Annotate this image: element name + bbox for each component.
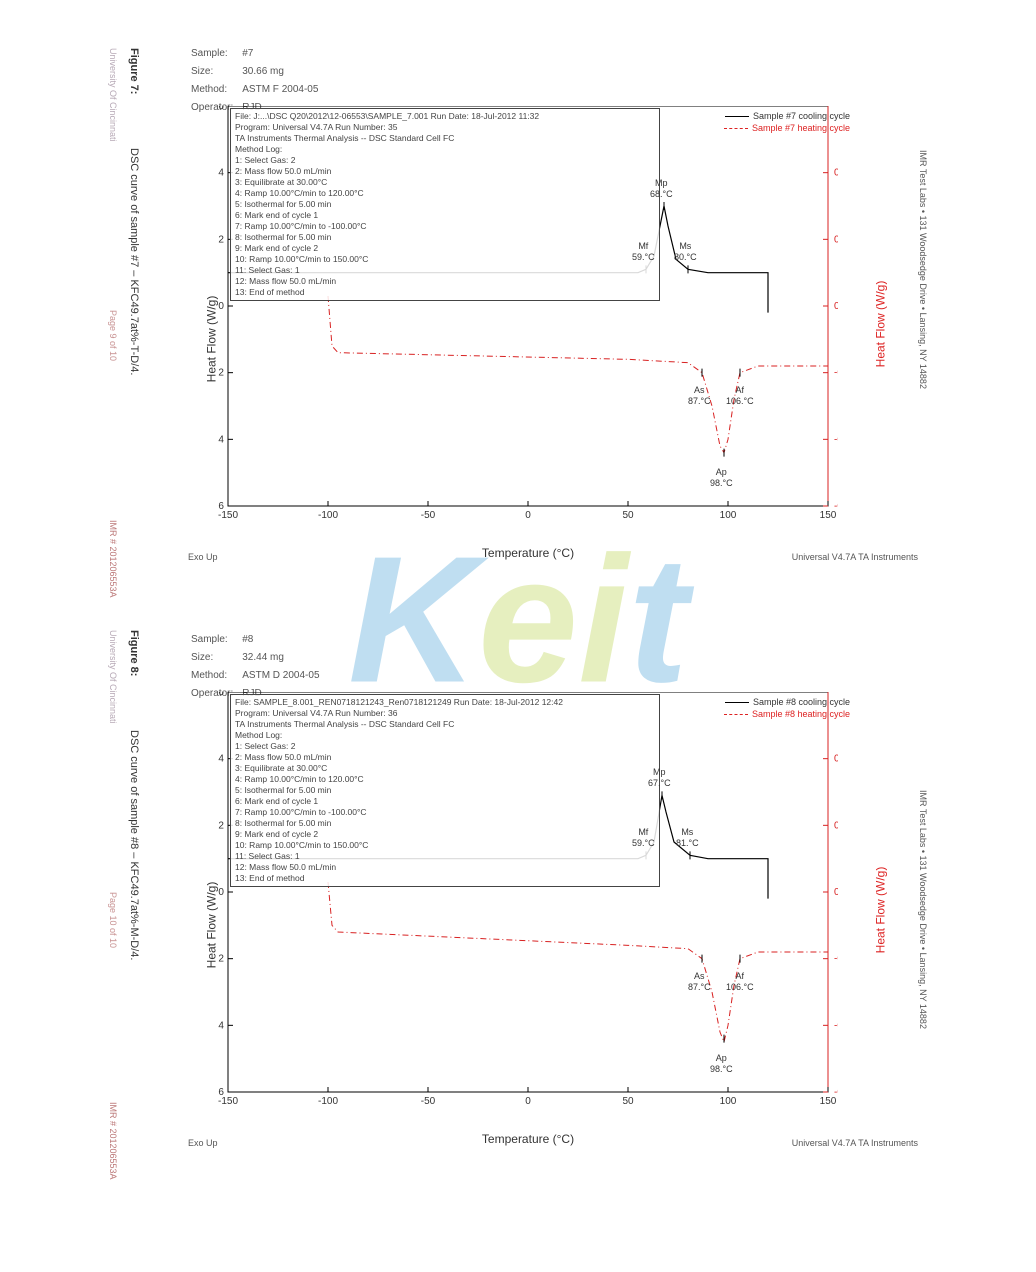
figure8-caption: DSC curve of sample #8 – KFC49.7at%-M-D/…: [128, 730, 140, 960]
page-7: Page 9 of 10: [108, 310, 118, 361]
annotation-Mf: Mf59.°C: [632, 827, 655, 849]
chart-7: -150-100-500501001500.60.40.20.0-0.2-0.4…: [218, 106, 838, 526]
exo-up-8: Exo Up: [188, 1138, 218, 1148]
svg-text:0.0: 0.0: [218, 887, 224, 898]
svg-text:100: 100: [720, 1096, 737, 1107]
annotation-Ap: Ap98.°C: [710, 467, 733, 489]
annotation-Ms: Ms80.°C: [674, 241, 697, 263]
svg-text:-100: -100: [318, 1096, 338, 1107]
y-label-right-8: Heat Flow (W/g): [874, 867, 888, 954]
svg-text:-50: -50: [421, 1096, 436, 1107]
svg-text:0.4: 0.4: [218, 168, 224, 179]
svg-text:-0.6: -0.6: [218, 501, 224, 512]
figure7-label: Figure 7:: [128, 48, 140, 94]
svg-text:0: 0: [525, 510, 531, 521]
svg-text:-0.2: -0.2: [218, 368, 224, 379]
svg-text:0.2: 0.2: [834, 820, 838, 831]
svg-text:0.4: 0.4: [834, 168, 838, 179]
svg-text:50: 50: [622, 1096, 634, 1107]
imr-right-8: IMR Test Labs • 131 Woodsedge Drive • La…: [918, 790, 928, 1029]
svg-text:-0.4: -0.4: [834, 1020, 838, 1031]
svg-text:-0.4: -0.4: [218, 434, 224, 445]
svg-text:-100: -100: [318, 510, 338, 521]
annotation-Mp: Mp67.°C: [648, 767, 671, 789]
svg-text:-0.6: -0.6: [834, 1087, 838, 1098]
imr-num-8: IMR # 201206553A: [108, 1102, 118, 1180]
x-label-7: Temperature (°C): [482, 546, 574, 560]
info-box-8: File: SAMPLE_8.001_REN0718121243_Ren0718…: [230, 694, 660, 887]
svg-text:-0.6: -0.6: [218, 1087, 224, 1098]
svg-text:0.0: 0.0: [834, 301, 838, 312]
svg-text:0.4: 0.4: [834, 754, 838, 765]
annotation-As: As87.°C: [688, 971, 711, 993]
svg-text:0.0: 0.0: [218, 301, 224, 312]
svg-text:0.2: 0.2: [834, 234, 838, 245]
figure7-caption: DSC curve of sample #7 – KFC49.7at%-T-D/…: [128, 148, 140, 375]
annotation-Mp: Mp68.°C: [650, 178, 673, 200]
svg-text:0.6: 0.6: [218, 106, 224, 112]
svg-text:0.0: 0.0: [834, 887, 838, 898]
y-label-right-7: Heat Flow (W/g): [874, 281, 888, 368]
svg-text:0.2: 0.2: [218, 234, 224, 245]
legend-7: Sample #7 cooling cycle Sample #7 heatin…: [724, 110, 850, 134]
exo-up-7: Exo Up: [188, 552, 218, 562]
svg-text:-0.4: -0.4: [218, 1020, 224, 1031]
svg-text:100: 100: [720, 510, 737, 521]
svg-text:-50: -50: [421, 510, 436, 521]
legend-8: Sample #8 cooling cycle Sample #8 heatin…: [724, 696, 850, 720]
annotation-Ms: Ms81.°C: [676, 827, 699, 849]
svg-text:0: 0: [525, 1096, 531, 1107]
page-8: Page 10 of 10: [108, 892, 118, 948]
universal-8: Universal V4.7A TA Instruments: [792, 1138, 918, 1148]
annotation-As: As87.°C: [688, 385, 711, 407]
annotation-Mf: Mf59.°C: [632, 241, 655, 263]
svg-text:0.4: 0.4: [218, 754, 224, 765]
plot8-panel: Sample:#8 Size:32.44 mg Method:ASTM D 20…: [168, 630, 888, 1220]
info-box-7: File: J:...\DSC Q20\2012\12-06553\SAMPLE…: [230, 108, 660, 301]
svg-text:-0.6: -0.6: [834, 501, 838, 512]
imr-num-7: IMR # 201206553A: [108, 520, 118, 598]
x-label-8: Temperature (°C): [482, 1132, 574, 1146]
imr-right-7: IMR Test Labs • 131 Woodsedge Drive • La…: [918, 150, 928, 389]
y-label-left-8: Heat Flow (W/g): [204, 882, 218, 969]
svg-text:0.2: 0.2: [218, 820, 224, 831]
svg-text:-0.2: -0.2: [834, 368, 838, 379]
chart-8: -150-100-500501001500.60.40.20.0-0.2-0.4…: [218, 692, 838, 1112]
svg-text:0.6: 0.6: [218, 692, 224, 698]
annotation-Ap: Ap98.°C: [710, 1053, 733, 1075]
figure8-label: Figure 8:: [128, 630, 140, 676]
university-7: University Of Cincinnati: [108, 48, 118, 142]
annotation-Af: Af106.°C: [726, 385, 754, 407]
svg-text:-0.4: -0.4: [834, 434, 838, 445]
universal-7: Universal V4.7A TA Instruments: [792, 552, 918, 562]
svg-text:50: 50: [622, 510, 634, 521]
svg-text:-0.2: -0.2: [218, 954, 224, 965]
plot7-panel: Sample:#7 Size:30.66 mg Method:ASTM F 20…: [168, 44, 888, 634]
svg-text:-0.2: -0.2: [834, 954, 838, 965]
annotation-Af: Af106.°C: [726, 971, 754, 993]
university-8: University Of Cincinnati: [108, 630, 118, 724]
y-label-left-7: Heat Flow (W/g): [204, 296, 218, 383]
